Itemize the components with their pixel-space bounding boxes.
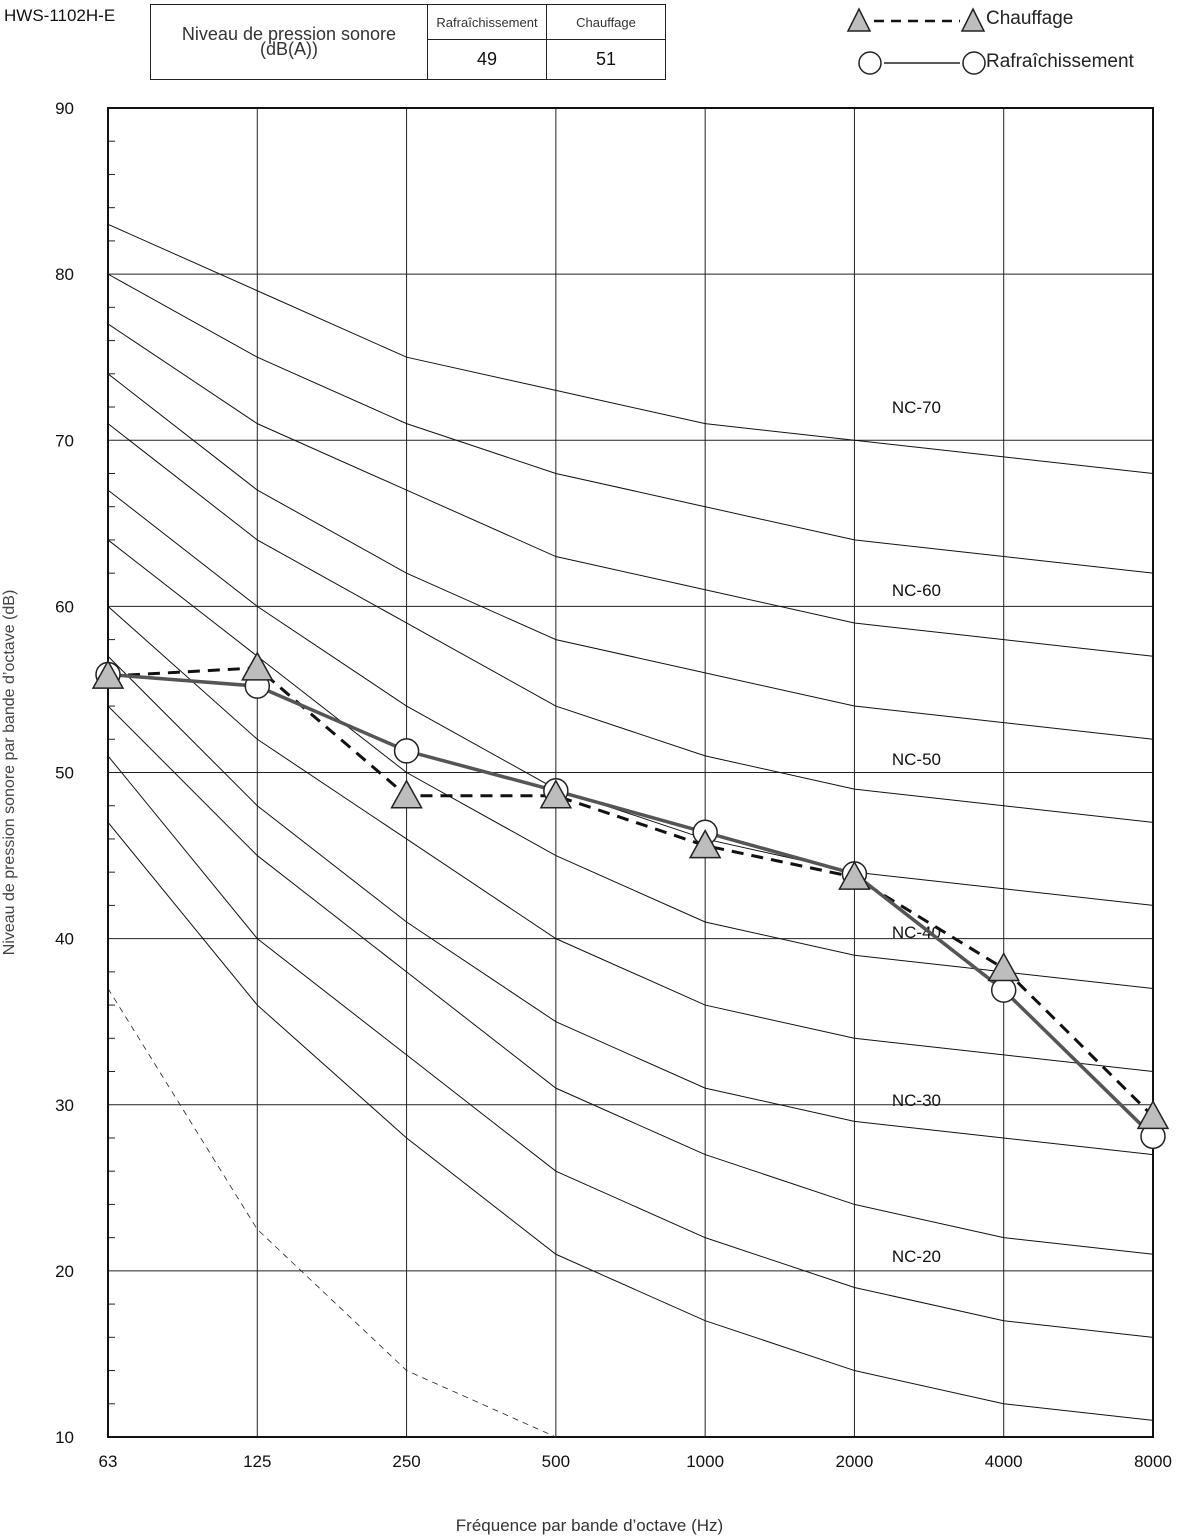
heating-point [688, 829, 722, 859]
nc-curve [107, 373, 1154, 740]
x-tick-label: 1000 [686, 1452, 724, 1471]
legend: Chauffage Rafraîchissement [844, 0, 1179, 80]
plot-frame [107, 107, 1154, 1438]
sound-level-header: Niveau de pression sonore (dB(A)) [150, 4, 428, 80]
nc-curve [107, 489, 1154, 906]
nc-curve [107, 822, 1154, 1421]
heating-level-value: 51 [546, 39, 666, 80]
x-tick-label: 125 [243, 1452, 271, 1471]
threshold-curve [107, 988, 557, 1438]
model-name: HWS-1102H-E [4, 6, 116, 25]
nc-curve-label: NC-40 [892, 923, 941, 942]
x-tick-label: 4000 [985, 1452, 1023, 1471]
y-axis-label: Niveau de pression sonore par bande d’oc… [1, 590, 18, 956]
sound-level-table: Niveau de pression sonore (dB(A)) Rafraî… [150, 3, 666, 80]
y-tick-label: 20 [55, 1262, 74, 1281]
mode-cooling-label: Rafraîchissement [427, 3, 547, 41]
x-tick-label: 63 [99, 1452, 118, 1471]
nc-curve [107, 705, 1154, 1255]
y-tick-label: 30 [55, 1096, 74, 1115]
y-tick-label: 40 [55, 930, 74, 949]
y-tick-label: 80 [55, 265, 74, 284]
y-tick-label: 60 [55, 597, 74, 616]
y-tick-label: 90 [55, 99, 74, 118]
circle-icon [962, 51, 986, 75]
triangle-icon [846, 7, 872, 32]
x-tick-label: 8000 [1134, 1452, 1172, 1471]
legend-label-heating: Chauffage [986, 8, 1074, 29]
nc-curve [107, 655, 1154, 1156]
heating-point [838, 860, 871, 890]
mode-heating-label: Chauffage [546, 3, 666, 41]
series-line-heating [107, 666, 1155, 1118]
x-tick-label: 2000 [836, 1452, 874, 1471]
series-line-cooling [107, 672, 1155, 1138]
nc-curve-label: NC-20 [892, 1247, 941, 1266]
nc-curve-label: NC-50 [892, 750, 941, 769]
x-axis-label: Fréquence par bande d’octave (Hz) [455, 1516, 724, 1535]
heating-point [1136, 1099, 1170, 1130]
nc-curve-label: NC-60 [892, 581, 941, 600]
x-tick-label: 250 [392, 1452, 420, 1471]
x-tick-label: 500 [542, 1452, 570, 1471]
nc-curve [107, 223, 1154, 474]
heating-point [390, 779, 423, 809]
heating-point [987, 951, 1020, 982]
legend-graphics [846, 7, 986, 75]
nc-curve-label: NC-70 [892, 398, 941, 417]
nc-curve [107, 423, 1154, 823]
nc-curve-label: NC-30 [892, 1091, 941, 1110]
heating-point [91, 659, 125, 689]
y-tick-label: 10 [55, 1428, 74, 1447]
cooling-level-value: 49 [427, 39, 547, 80]
heating-point [539, 779, 573, 809]
heating-point [241, 651, 274, 681]
nc-curve [107, 539, 1154, 989]
y-tick-label: 70 [55, 431, 74, 450]
nc-curve [107, 606, 1154, 1073]
nc-curve [107, 755, 1154, 1338]
triangle-icon [960, 7, 986, 32]
nc-curve [107, 323, 1154, 657]
y-tick-label: 50 [55, 764, 74, 783]
cooling-point [393, 738, 420, 764]
legend-label-cooling: Rafraîchissement [986, 51, 1134, 72]
nc-curve [107, 273, 1154, 574]
cooling-point [990, 977, 1017, 1003]
circle-icon [858, 51, 882, 75]
